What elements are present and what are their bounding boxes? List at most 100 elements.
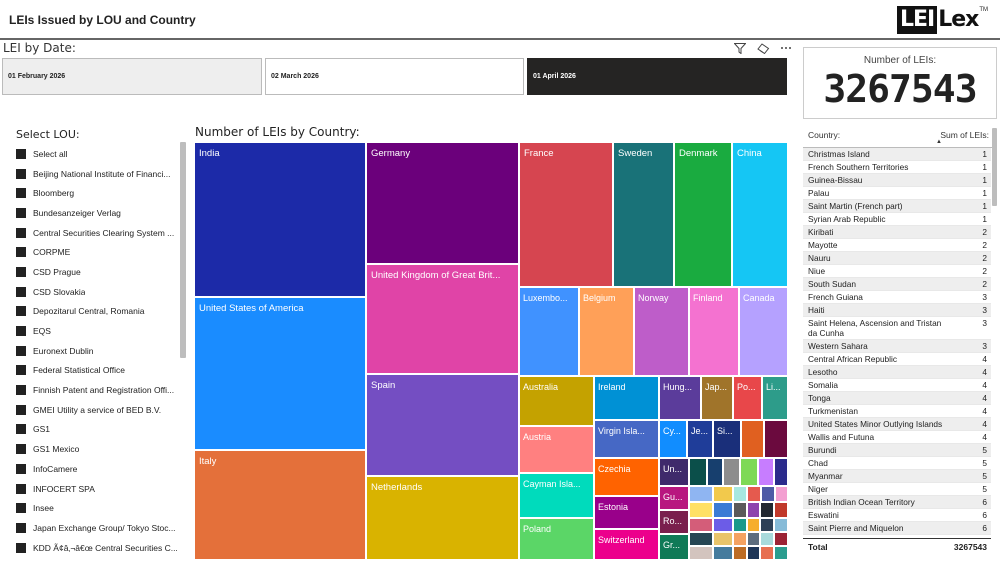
lou-slicer-item[interactable]: Select all bbox=[16, 144, 181, 164]
table-row[interactable]: Wallis and Futuna 4 bbox=[803, 431, 991, 444]
treemap-cell-small[interactable] bbox=[733, 518, 747, 532]
treemap-cell[interactable]: Sweden bbox=[613, 142, 674, 287]
treemap-cell-small[interactable] bbox=[764, 420, 788, 458]
table-row[interactable]: Saint Martin (French part) 1 bbox=[803, 200, 991, 213]
lou-slicer-item[interactable]: CSD Prague bbox=[16, 262, 181, 282]
treemap-cell-small[interactable] bbox=[689, 532, 713, 546]
table-row[interactable]: Somalia 4 bbox=[803, 379, 991, 392]
treemap-cell[interactable]: Je... bbox=[687, 420, 713, 458]
lou-slicer-item[interactable]: GS1 Mexico bbox=[16, 439, 181, 459]
treemap-cell-small[interactable] bbox=[689, 546, 713, 560]
treemap-cell[interactable]: United States of America bbox=[194, 297, 366, 450]
treemap-cell[interactable]: Hung... bbox=[659, 376, 701, 420]
checkbox[interactable] bbox=[16, 444, 26, 455]
lou-slicer-item[interactable]: GS1 bbox=[16, 420, 181, 440]
lou-slicer-item[interactable]: Depozitarul Central, Romania bbox=[16, 302, 181, 322]
treemap-cell[interactable]: Austria bbox=[519, 426, 594, 473]
table-row[interactable]: Mayotte 2 bbox=[803, 239, 991, 252]
table-row[interactable]: Niger 5 bbox=[803, 483, 991, 496]
lou-slicer-item[interactable]: Insee bbox=[16, 498, 181, 518]
checkbox[interactable] bbox=[16, 542, 26, 553]
treemap-cell-small[interactable] bbox=[713, 502, 733, 518]
treemap-cell[interactable]: Virgin Isla... bbox=[594, 420, 659, 458]
lou-slicer-item[interactable]: EQS bbox=[16, 321, 181, 341]
treemap-cell-small[interactable] bbox=[760, 502, 774, 518]
treemap-cell-small[interactable] bbox=[713, 486, 733, 502]
treemap-cell[interactable]: Ro... bbox=[659, 510, 689, 534]
eraser-icon[interactable] bbox=[756, 42, 770, 54]
treemap-cell-small[interactable] bbox=[760, 546, 774, 560]
lou-slicer-item[interactable]: Central Securities Clearing System ... bbox=[16, 223, 181, 243]
treemap-cell[interactable]: United Kingdom of Great Brit... bbox=[366, 264, 519, 374]
table-row[interactable]: Nauru 2 bbox=[803, 252, 991, 265]
checkbox[interactable] bbox=[16, 345, 26, 356]
checkbox[interactable] bbox=[16, 385, 26, 396]
treemap-cell[interactable]: Jap... bbox=[701, 376, 733, 420]
treemap-cell[interactable]: Cy... bbox=[659, 420, 687, 458]
table-row[interactable]: Central African Republic 4 bbox=[803, 353, 991, 366]
checkbox[interactable] bbox=[16, 306, 26, 317]
treemap-cell[interactable]: Denmark bbox=[674, 142, 732, 287]
treemap-cell-small[interactable] bbox=[761, 486, 775, 502]
table-row[interactable]: Turkmenistan 4 bbox=[803, 405, 991, 418]
treemap-cell-small[interactable] bbox=[741, 420, 764, 458]
treemap-cell-small[interactable] bbox=[747, 518, 760, 532]
treemap-cell-small[interactable] bbox=[747, 532, 760, 546]
filter-icon[interactable] bbox=[733, 42, 747, 54]
date-option-mar[interactable]: 02 March 2026 bbox=[265, 58, 524, 95]
table-row[interactable]: Haiti 3 bbox=[803, 304, 991, 317]
treemap-cell-small[interactable] bbox=[758, 458, 774, 486]
checkbox[interactable] bbox=[16, 247, 26, 258]
table-row[interactable]: Western Sahara 3 bbox=[803, 340, 991, 353]
treemap-cell-small[interactable] bbox=[774, 502, 788, 518]
treemap-cell-small[interactable] bbox=[733, 532, 747, 546]
treemap-cell-small[interactable] bbox=[774, 518, 788, 532]
table-scrollbar[interactable] bbox=[992, 128, 997, 206]
checkbox[interactable] bbox=[16, 463, 26, 474]
treemap-cell[interactable]: Germany bbox=[366, 142, 519, 264]
treemap-cell[interactable]: India bbox=[194, 142, 366, 297]
treemap-cell[interactable]: Australia bbox=[519, 376, 594, 426]
treemap-cell-small[interactable] bbox=[723, 458, 740, 486]
table-row[interactable]: Kiribati 2 bbox=[803, 226, 991, 239]
lou-slicer-item[interactable]: Euronext Dublin bbox=[16, 341, 181, 361]
checkbox[interactable] bbox=[16, 522, 26, 533]
checkbox[interactable] bbox=[16, 286, 26, 297]
date-option-feb[interactable]: 01 February 2026 bbox=[2, 58, 262, 95]
treemap-cell[interactable]: Estonia bbox=[594, 496, 659, 529]
treemap-cell[interactable]: Belgium bbox=[579, 287, 634, 376]
table-row[interactable]: French Southern Territories 1 bbox=[803, 161, 991, 174]
treemap-cell-small[interactable] bbox=[747, 486, 761, 502]
checkbox[interactable] bbox=[16, 404, 26, 415]
treemap-cell[interactable]: Li... bbox=[762, 376, 788, 420]
table-row[interactable]: Saint Helena, Ascension and Tristan da C… bbox=[803, 317, 991, 340]
checkbox[interactable] bbox=[16, 188, 26, 199]
col-sum-header[interactable]: Sum of LEIs: bbox=[940, 130, 989, 140]
table-row[interactable]: South Sudan 2 bbox=[803, 278, 991, 291]
table-row[interactable]: British Indian Ocean Territory 6 bbox=[803, 496, 991, 509]
treemap-cell[interactable]: Si... bbox=[713, 420, 741, 458]
lou-slicer-item[interactable]: CORPME bbox=[16, 242, 181, 262]
treemap-cell-small[interactable] bbox=[689, 518, 713, 532]
checkbox[interactable] bbox=[16, 207, 26, 218]
treemap-cell-small[interactable] bbox=[689, 486, 713, 502]
treemap-cell-small[interactable] bbox=[733, 546, 747, 560]
treemap-cell-small[interactable] bbox=[774, 532, 788, 546]
treemap-cell[interactable]: Czechia bbox=[594, 458, 659, 496]
checkbox[interactable] bbox=[16, 227, 26, 238]
lou-slicer-item[interactable]: Finnish Patent and Registration Offi... bbox=[16, 380, 181, 400]
table-row[interactable]: Palau 1 bbox=[803, 187, 991, 200]
treemap-cell-small[interactable] bbox=[689, 502, 713, 518]
treemap-cell-small[interactable] bbox=[689, 458, 707, 486]
treemap-cell-small[interactable] bbox=[774, 546, 788, 560]
treemap-cell-small[interactable] bbox=[713, 518, 733, 532]
date-option-apr-selected[interactable]: 01 April 2026 bbox=[527, 58, 787, 95]
treemap-cell-small[interactable] bbox=[774, 458, 788, 486]
treemap-cell[interactable]: Gr... bbox=[659, 534, 689, 560]
treemap-cell-small[interactable] bbox=[740, 458, 758, 486]
col-country-header[interactable]: Country: bbox=[808, 130, 841, 140]
treemap-cell-small[interactable] bbox=[760, 532, 774, 546]
table-row[interactable]: Eswatini 6 bbox=[803, 509, 991, 522]
lou-slicer-item[interactable]: Bloomberg bbox=[16, 183, 181, 203]
table-row[interactable]: Saint Pierre and Miquelon 6 bbox=[803, 522, 991, 535]
